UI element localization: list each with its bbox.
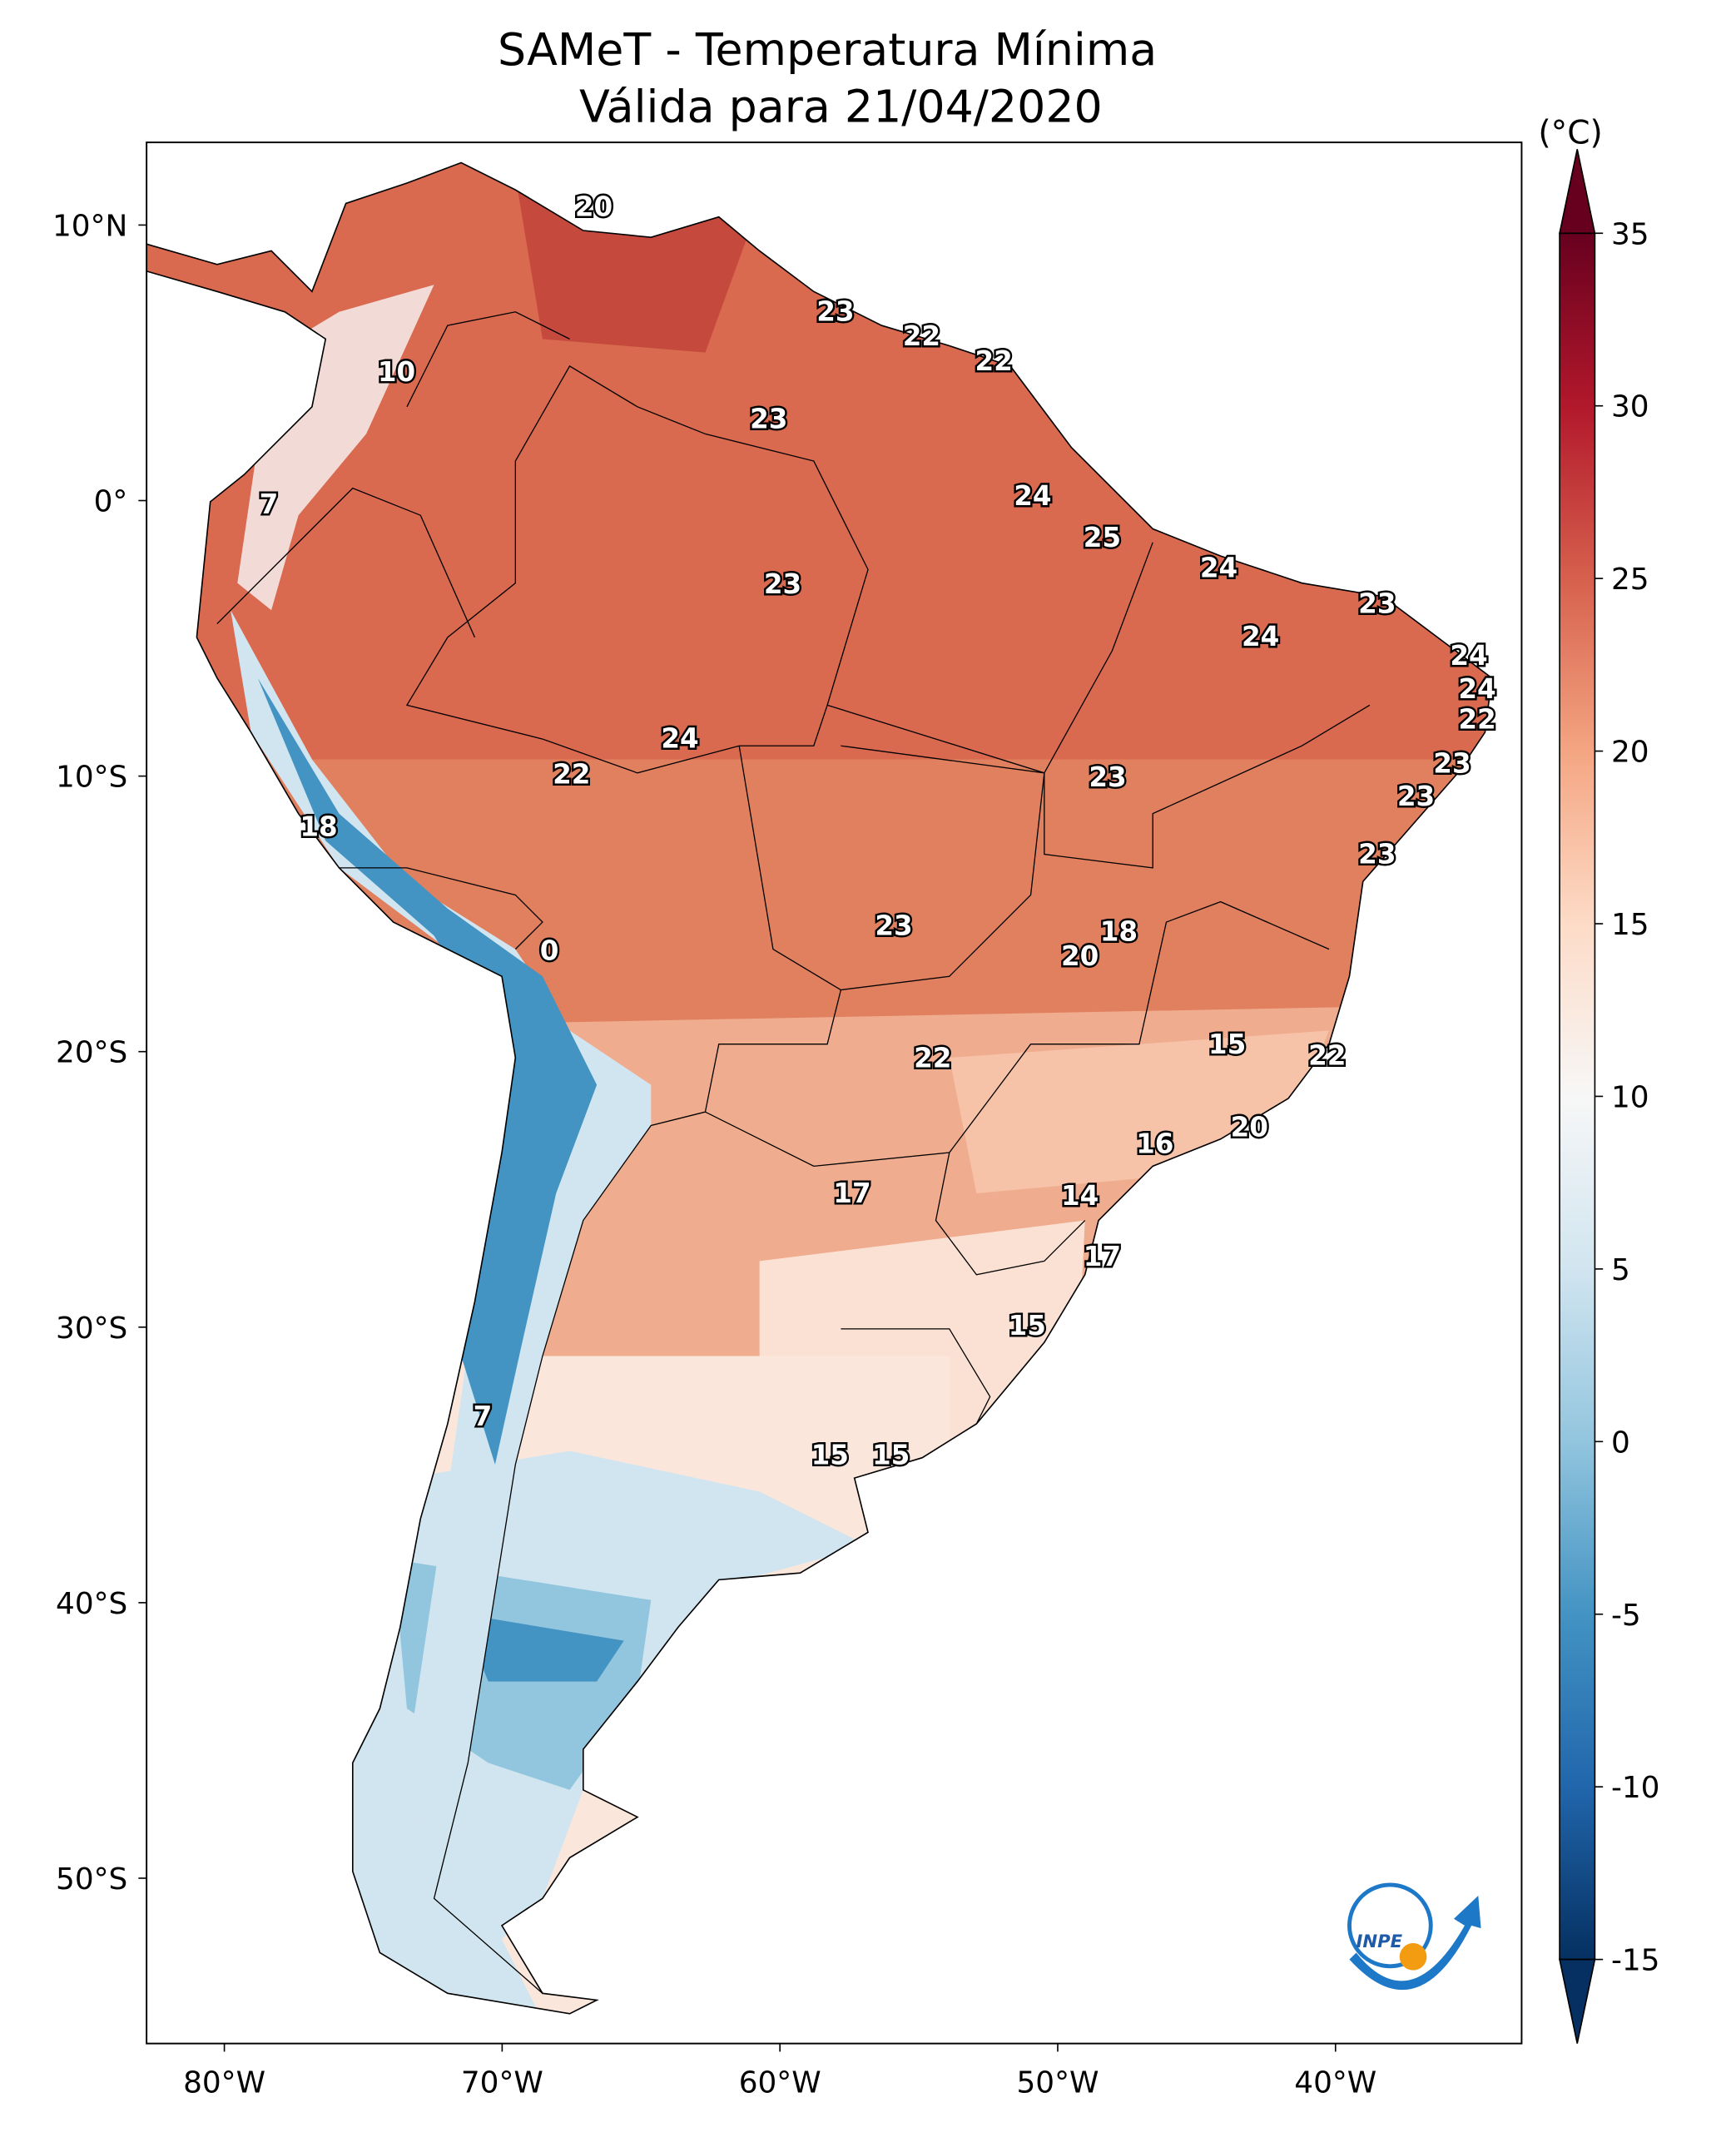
y-tick-label: 20°S	[56, 1036, 127, 1070]
temperature-label: 22	[1458, 703, 1495, 735]
colorbar	[1560, 233, 1595, 1960]
temperature-label: 7	[260, 488, 279, 520]
temperature-label: 23	[764, 568, 801, 600]
temperature-label: 20	[1061, 940, 1099, 972]
temperature-label: 22	[903, 320, 940, 352]
temperature-label: 23	[1358, 588, 1396, 619]
logo: INPE	[1347, 1882, 1481, 1991]
temperature-label: 23	[750, 404, 787, 435]
temperature-label: 22	[553, 759, 590, 791]
temperature-label: 20	[1231, 1111, 1268, 1143]
temperature-label: 15	[872, 1439, 910, 1470]
temperature-label: 17	[833, 1178, 870, 1209]
temperature-label: 20	[575, 191, 613, 223]
colorbar-tick-label: 0	[1611, 1426, 1630, 1460]
y-tick-label: 10°N	[52, 209, 127, 243]
x-tick-label: 80°W	[183, 2065, 265, 2100]
y-tick-label: 10°S	[56, 761, 127, 795]
temperature-label: 24	[1458, 673, 1495, 705]
y-tick-label: 40°S	[56, 1587, 127, 1621]
colorbar-tick-label: -15	[1611, 1944, 1660, 1978]
temperature-label: 24	[1242, 621, 1279, 652]
temperature-label: 22	[1308, 1039, 1346, 1071]
title: SAMeT - Temperatura Mínima	[498, 23, 1157, 76]
x-tick-label: 60°W	[739, 2065, 821, 2100]
temperature-label: 16	[1136, 1128, 1173, 1159]
temperature-label: 17	[1084, 1241, 1121, 1272]
temperature-label: 23	[1358, 839, 1396, 870]
y-tick-label: 30°S	[56, 1312, 127, 1346]
temperature-label: 10	[378, 356, 415, 388]
x-tick-label: 50°W	[1017, 2065, 1099, 2100]
colorbar-tick-label: 5	[1611, 1253, 1630, 1287]
x-tick-label: 40°W	[1294, 2065, 1376, 2100]
temperature-label: 24	[1200, 552, 1238, 583]
temperature-label: 15	[811, 1439, 849, 1470]
colorbar-tick-label: 10	[1611, 1080, 1649, 1114]
temperature-label: 23	[875, 910, 912, 942]
temperature-label: 23	[816, 295, 854, 327]
temperature-label: 24	[1450, 640, 1487, 672]
temperature-label: 23	[1433, 747, 1471, 779]
colorbar-tick-label: 35	[1611, 217, 1649, 251]
y-tick-label: 0°	[94, 485, 128, 519]
x-tick-label: 70°W	[461, 2065, 543, 2100]
temperature-label: 23	[1397, 781, 1435, 812]
temperature-label: 23	[1089, 761, 1126, 793]
borders	[216, 311, 1371, 1994]
colorbar-label: (°C)	[1538, 115, 1602, 152]
temperature-label: 24	[661, 723, 698, 755]
temperature-label: 15	[1208, 1029, 1246, 1060]
temperature-label: 18	[1100, 915, 1138, 947]
colorbar-tick-label: 15	[1611, 908, 1649, 942]
map-frame	[146, 141, 1523, 2045]
colorbar-tick-label: -5	[1611, 1599, 1641, 1633]
subtitle: Válida para 21/04/2020	[579, 81, 1103, 133]
coastline	[146, 161, 1493, 2015]
y-tick-label: 50°S	[56, 1862, 127, 1897]
temperature-label: 0	[540, 935, 559, 967]
temperature-label: 24	[1014, 480, 1051, 512]
colorbar-tick-label: 30	[1611, 390, 1649, 424]
temperature-label: 15	[1009, 1310, 1046, 1341]
temperature-label: 18	[300, 811, 337, 843]
colorbar-tick-label: -10	[1611, 1771, 1660, 1805]
colorbar-tick-label: 20	[1611, 736, 1649, 770]
colorbar-tick-label: 25	[1611, 563, 1649, 597]
logo-text: INPE	[1357, 1931, 1403, 1951]
temperature-label: 25	[1084, 522, 1121, 553]
temperature-label: 22	[914, 1043, 951, 1074]
temperature-label: 22	[975, 345, 1013, 377]
temperature-label: 7	[474, 1401, 493, 1432]
temperature-label: 14	[1061, 1180, 1099, 1212]
